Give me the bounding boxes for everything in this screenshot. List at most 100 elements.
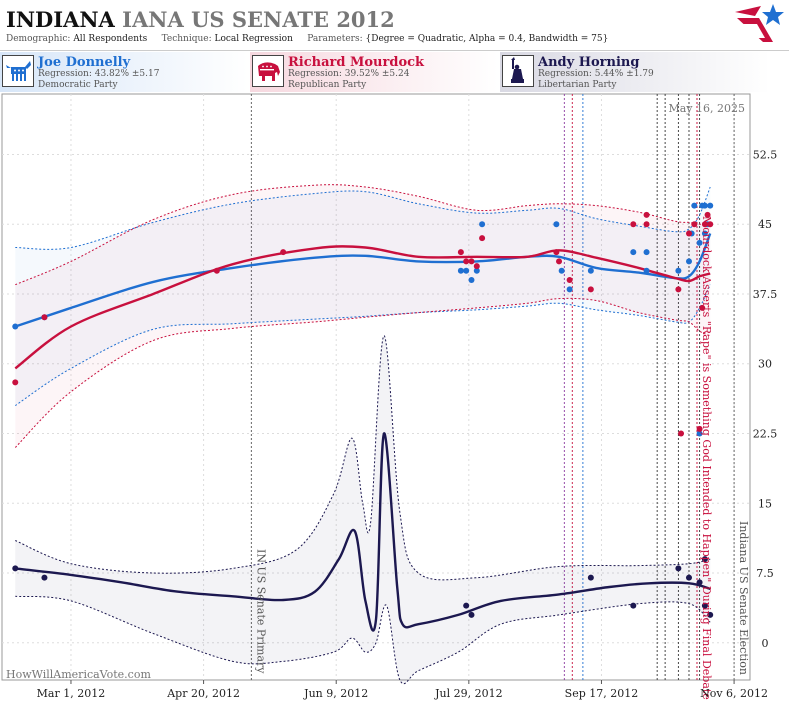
technique-value: Local Regression xyxy=(214,34,293,44)
x-tick-label: Apr 20, 2012 xyxy=(166,687,240,700)
data-point xyxy=(643,267,650,274)
candidate-regression: Regression: 5.44% ±1.79 xyxy=(538,69,654,79)
y-tick-label: 22.5 xyxy=(753,428,778,441)
x-tick-label: Sep 17, 2012 xyxy=(565,687,639,700)
data-point xyxy=(707,221,714,228)
candidate-name: Richard Mourdock xyxy=(288,55,425,70)
data-point xyxy=(553,221,560,228)
annotation-label: Indiana US Senate Election xyxy=(737,521,750,675)
data-point xyxy=(12,379,19,386)
date-stamp: May 16, 2025 xyxy=(668,102,745,115)
data-point xyxy=(701,230,708,237)
candidate-party: Libertarian Party xyxy=(538,80,617,90)
data-point xyxy=(707,611,714,618)
annotation-label: IN US Senate Primary xyxy=(254,549,267,674)
data-point xyxy=(675,565,682,572)
regression-line-joe-donnelly xyxy=(14,233,712,328)
data-point xyxy=(675,286,682,293)
data-point xyxy=(701,602,708,609)
data-point xyxy=(696,579,703,586)
y-tick-label: 37.5 xyxy=(753,288,778,301)
parameters-value: {Degree = Quadratic, Alpha = 0.4, Bandwi… xyxy=(365,34,609,44)
data-point xyxy=(678,430,685,437)
data-point xyxy=(473,267,480,274)
demographic-value: All Respondents xyxy=(73,34,148,44)
data-point xyxy=(696,239,703,246)
data-point xyxy=(630,221,637,228)
data-point xyxy=(587,574,594,581)
data-point xyxy=(12,323,19,330)
data-point xyxy=(468,277,475,284)
data-point xyxy=(556,258,563,265)
header: INDIANA IANA US SENATE 2012 Demographic:… xyxy=(0,0,789,51)
regression-line-andy-horning xyxy=(15,432,711,632)
data-point xyxy=(643,221,650,228)
data-point xyxy=(587,267,594,274)
data-point xyxy=(691,202,698,209)
data-point xyxy=(468,258,475,265)
data-point xyxy=(587,286,594,293)
data-point xyxy=(701,202,708,209)
state-name: INDIANA xyxy=(6,7,115,32)
points-richard-mourdock xyxy=(12,211,714,437)
y-tick-label: 0 xyxy=(762,637,769,650)
parameters-line: Demographic: All Respondents Technique: … xyxy=(6,34,608,44)
y-tick-label: 7.5 xyxy=(756,567,774,580)
parameters-label: Parameters: xyxy=(307,34,363,44)
data-point xyxy=(457,267,464,274)
data-point xyxy=(473,263,480,270)
x-tick-label: Jul 29, 2012 xyxy=(434,687,503,700)
data-point xyxy=(566,286,573,293)
data-point xyxy=(630,602,637,609)
candidate-card-donnelly: Joe Donnelly Regression: 43.82% ±5.17 De… xyxy=(0,52,248,92)
x-tick-label: Nov 6, 2012 xyxy=(700,687,768,700)
donkey-icon xyxy=(2,55,34,87)
y-tick-label: 52.5 xyxy=(753,148,778,161)
data-point xyxy=(685,258,692,265)
band-lower-joe-donnelly xyxy=(15,284,711,407)
data-point xyxy=(41,574,48,581)
data-point xyxy=(213,267,220,274)
y-tick-label: 15 xyxy=(758,497,772,510)
candidate-name: Andy Horning xyxy=(538,55,640,70)
band-upper-joe-donnelly xyxy=(15,186,711,250)
candidate-party: Republican Party xyxy=(288,80,367,90)
data-point xyxy=(707,202,714,209)
data-point xyxy=(553,249,560,256)
data-point xyxy=(463,602,470,609)
page-title: INDIANA IANA US SENATE 2012 xyxy=(6,7,395,32)
data-point xyxy=(643,249,650,256)
band-upper-andy-horning xyxy=(15,335,711,581)
x-tick-label: Jun 9, 2012 xyxy=(303,687,368,700)
candidate-name: Joe Donnelly xyxy=(38,55,131,70)
x-tick-label: Mar 1, 2012 xyxy=(37,687,106,700)
annotation-label: Mourdock Asserts "Rape" is Something God… xyxy=(700,216,713,700)
data-point xyxy=(675,267,682,274)
y-tick-label: 45 xyxy=(758,218,772,231)
candidate-card-mourdock: Richard Mourdock Regression: 39.52% ±5.2… xyxy=(250,52,498,92)
data-point xyxy=(479,221,486,228)
data-point xyxy=(701,556,708,563)
data-point xyxy=(685,230,692,237)
data-point xyxy=(41,314,48,321)
watermark: HowWillAmericaVote.com xyxy=(6,668,151,681)
candidate-legend: Joe Donnelly Regression: 43.82% ±5.17 De… xyxy=(0,52,789,92)
data-point xyxy=(457,249,464,256)
y-tick-label: 30 xyxy=(758,358,772,371)
liberty-icon xyxy=(502,55,534,87)
data-point xyxy=(704,211,711,218)
data-point xyxy=(696,430,703,437)
data-point xyxy=(280,249,287,256)
data-point xyxy=(558,267,565,274)
points-andy-horning xyxy=(12,556,714,618)
points-joe-donnelly xyxy=(12,202,714,437)
data-point xyxy=(696,425,703,432)
band-lower-richard-mourdock xyxy=(14,297,711,448)
data-point xyxy=(479,235,486,242)
candidate-card-horning: Andy Horning Regression: 5.44% ±1.79 Lib… xyxy=(500,52,770,92)
candidate-party: Democratic Party xyxy=(38,80,118,90)
data-point xyxy=(701,221,708,228)
data-point xyxy=(685,574,692,581)
band-lower-andy-horning xyxy=(15,595,711,685)
